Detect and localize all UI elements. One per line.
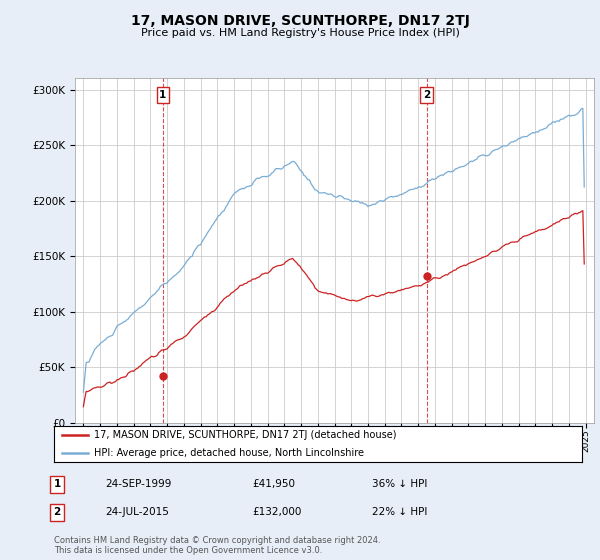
Text: £41,950: £41,950 xyxy=(252,479,295,489)
Text: 1: 1 xyxy=(159,90,167,100)
Text: 17, MASON DRIVE, SCUNTHORPE, DN17 2TJ (detached house): 17, MASON DRIVE, SCUNTHORPE, DN17 2TJ (d… xyxy=(94,430,396,440)
Text: Price paid vs. HM Land Registry's House Price Index (HPI): Price paid vs. HM Land Registry's House … xyxy=(140,28,460,38)
Text: 24-SEP-1999: 24-SEP-1999 xyxy=(105,479,172,489)
Text: £132,000: £132,000 xyxy=(252,507,301,517)
Text: 22% ↓ HPI: 22% ↓ HPI xyxy=(372,507,427,517)
Text: 1: 1 xyxy=(53,479,61,489)
Text: 17, MASON DRIVE, SCUNTHORPE, DN17 2TJ: 17, MASON DRIVE, SCUNTHORPE, DN17 2TJ xyxy=(131,14,469,28)
Text: 2: 2 xyxy=(423,90,430,100)
Text: This data is licensed under the Open Government Licence v3.0.: This data is licensed under the Open Gov… xyxy=(54,546,322,555)
Text: Contains HM Land Registry data © Crown copyright and database right 2024.: Contains HM Land Registry data © Crown c… xyxy=(54,536,380,545)
Text: 36% ↓ HPI: 36% ↓ HPI xyxy=(372,479,427,489)
Text: 2: 2 xyxy=(53,507,61,517)
Text: 24-JUL-2015: 24-JUL-2015 xyxy=(105,507,169,517)
Text: HPI: Average price, detached house, North Lincolnshire: HPI: Average price, detached house, Nort… xyxy=(94,448,364,458)
